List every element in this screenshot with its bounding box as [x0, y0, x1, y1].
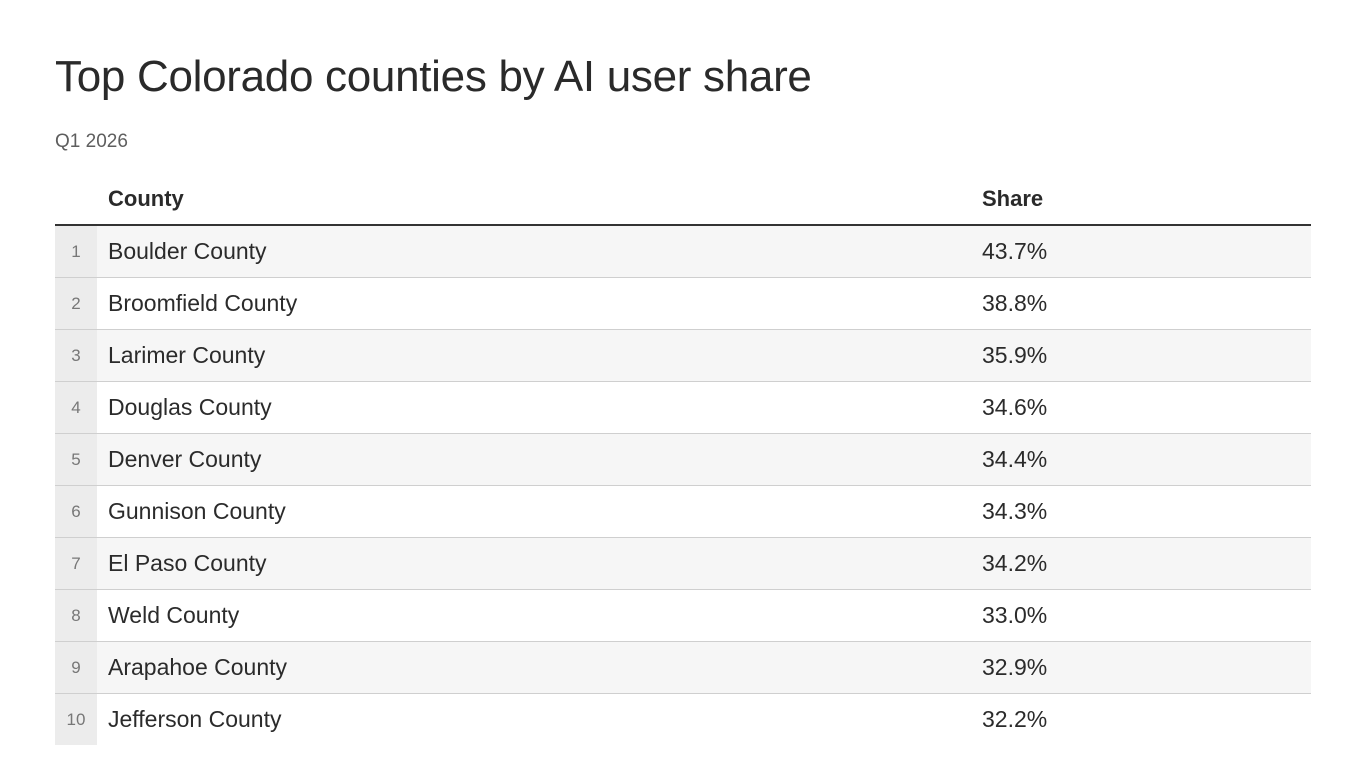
share-value: 35.9%: [982, 329, 1311, 382]
table-row: 6 Gunnison County 34.3%: [55, 485, 1311, 538]
rank-number: 3: [55, 329, 97, 382]
share-value: 34.2%: [982, 537, 1311, 590]
header-row: County Share: [55, 174, 1311, 226]
county-name: Jefferson County: [97, 693, 982, 745]
header-rank: [55, 174, 97, 226]
table-header: County Share: [55, 174, 1311, 226]
rank-number: 7: [55, 537, 97, 590]
table-row: 8 Weld County 33.0%: [55, 589, 1311, 642]
chart-title: Top Colorado counties by AI user share: [55, 52, 812, 101]
county-name: Arapahoe County: [97, 641, 982, 694]
county-name: Weld County: [97, 589, 982, 642]
ranking-table: County Share 1 Boulder County 43.7% 2 Broomf…: [55, 174, 1311, 745]
table-body: 1 Boulder County 43.7% 2 Broomfield County 38…: [55, 225, 1311, 745]
table-row: 4 Douglas County 34.6%: [55, 381, 1311, 434]
county-name: El Paso County: [97, 537, 982, 590]
table-row: 7 El Paso County 34.2%: [55, 537, 1311, 590]
rank-number: 10: [55, 693, 97, 745]
share-value: 33.0%: [982, 589, 1311, 642]
rank-number: 4: [55, 381, 97, 434]
rank-number: 5: [55, 433, 97, 486]
share-value: 32.9%: [982, 641, 1311, 694]
rank-number: 9: [55, 641, 97, 694]
county-name: Gunnison County: [97, 485, 982, 538]
rank-number: 1: [55, 225, 97, 278]
header-share: Share: [982, 174, 1311, 226]
county-name: Broomfield County: [97, 277, 982, 330]
table-row: 3 Larimer County 35.9%: [55, 329, 1311, 382]
table-row: 9 Arapahoe County 32.9%: [55, 641, 1311, 694]
chart-subtitle: Q1 2026: [55, 131, 128, 152]
county-name: Boulder County: [97, 225, 982, 278]
header-county: County: [97, 174, 982, 226]
table-row: 1 Boulder County 43.7%: [55, 225, 1311, 278]
share-value: 43.7%: [982, 225, 1311, 278]
share-value: 32.2%: [982, 693, 1311, 745]
table-row: 5 Denver County 34.4%: [55, 433, 1311, 486]
share-value: 34.4%: [982, 433, 1311, 486]
share-value: 34.3%: [982, 485, 1311, 538]
table-row: 2 Broomfield County 38.8%: [55, 277, 1311, 330]
rank-number: 6: [55, 485, 97, 538]
rank-number: 2: [55, 277, 97, 330]
table-row: 10 Jefferson County 32.2%: [55, 693, 1311, 745]
rank-number: 8: [55, 589, 97, 642]
share-value: 38.8%: [982, 277, 1311, 330]
county-name: Douglas County: [97, 381, 982, 434]
share-value: 34.6%: [982, 381, 1311, 434]
county-name: Larimer County: [97, 329, 982, 382]
county-name: Denver County: [97, 433, 982, 486]
